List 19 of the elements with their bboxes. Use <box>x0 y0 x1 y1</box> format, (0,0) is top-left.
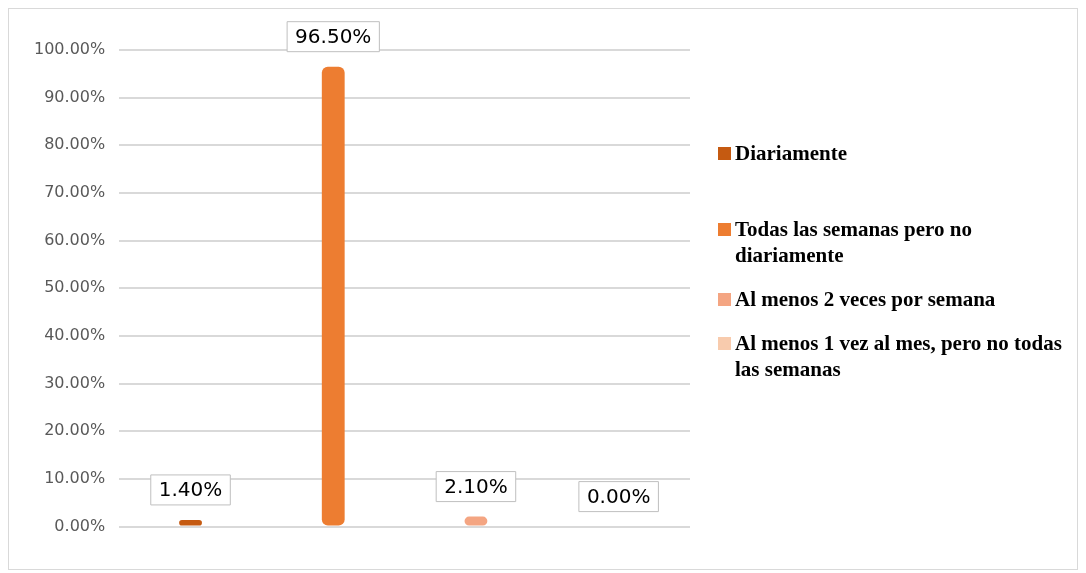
y-tick-label: 20.00% <box>44 420 106 440</box>
y-tick-label: 40.00% <box>44 325 106 345</box>
legend-label: Al menos 2 veces por semana <box>735 286 996 312</box>
y-tick-label: 30.00% <box>44 372 106 392</box>
data-label: 2.10% <box>444 473 508 498</box>
y-tick-label: 70.00% <box>44 182 106 202</box>
data-label: 96.50% <box>295 23 372 48</box>
y-tick-label: 60.00% <box>44 229 106 249</box>
y-tick-label: 10.00% <box>44 468 106 488</box>
y-tick-label: 50.00% <box>44 277 106 297</box>
y-tick-label: 80.00% <box>44 134 106 154</box>
legend-label: Al menos 1 vez al mes, pero no todas las semanas <box>735 330 1063 382</box>
data-label: 1.40% <box>158 477 223 502</box>
legend-label: Todas las semanas pero no diariamente <box>735 216 973 268</box>
y-tick-label: 100.00% <box>34 39 106 59</box>
y-tick-label: 90.00% <box>44 86 106 106</box>
y-tick-label: 0.00% <box>54 515 106 535</box>
data-label: 0.00% <box>586 483 651 508</box>
legend-label: Diariamente <box>735 140 847 166</box>
